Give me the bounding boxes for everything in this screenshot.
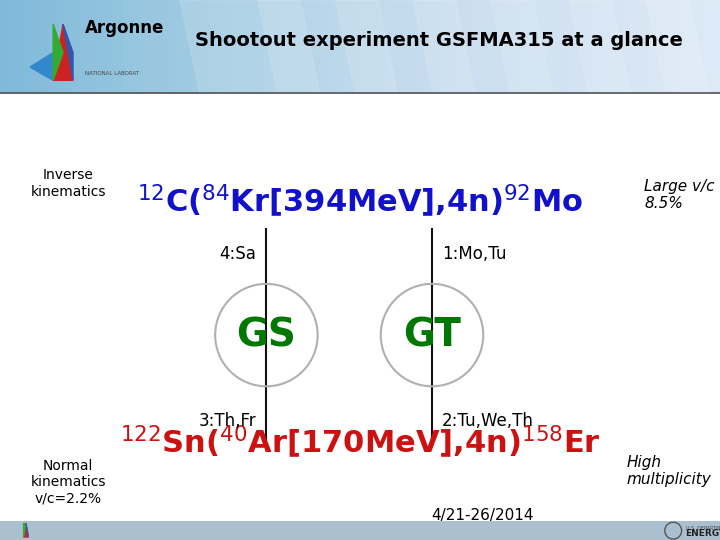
Polygon shape <box>30 52 53 80</box>
Text: Large v/c
8.5%: Large v/c 8.5% <box>644 179 715 211</box>
Text: 1:Mo,Tu: 1:Mo,Tu <box>442 245 506 263</box>
Text: Argonne: Argonne <box>85 19 164 37</box>
Text: U.S. DEPARTMENT OF: U.S. DEPARTMENT OF <box>685 525 720 531</box>
Text: 4/21-26/2014: 4/21-26/2014 <box>431 508 534 523</box>
Polygon shape <box>26 523 28 537</box>
Polygon shape <box>569 0 709 94</box>
Polygon shape <box>24 523 28 537</box>
Text: 3:Th,Fr: 3:Th,Fr <box>199 413 256 430</box>
Text: 2:Tu,We,Th: 2:Tu,We,Th <box>442 413 534 430</box>
Text: GT: GT <box>403 316 461 354</box>
Text: NATIONAL LABORAT: NATIONAL LABORAT <box>85 71 139 76</box>
Polygon shape <box>63 24 73 80</box>
Text: GS: GS <box>236 316 297 354</box>
Text: Inverse
kinematics: Inverse kinematics <box>30 168 106 199</box>
Text: $^{12}$C($^{84}$Kr[394MeV],4n)$^{92}$Mo: $^{12}$C($^{84}$Kr[394MeV],4n)$^{92}$Mo <box>137 183 583 220</box>
Polygon shape <box>180 0 320 94</box>
Polygon shape <box>258 0 397 94</box>
Text: $^{122}$Sn($^{40}$Ar[170MeV],4n)$^{158}$Er: $^{122}$Sn($^{40}$Ar[170MeV],4n)$^{158}$… <box>120 423 600 461</box>
Polygon shape <box>53 24 73 80</box>
Polygon shape <box>53 24 63 80</box>
Polygon shape <box>336 0 475 94</box>
Polygon shape <box>647 0 720 94</box>
Bar <box>0 521 720 540</box>
Text: Normal
kinematics
v/c=2.2%: Normal kinematics v/c=2.2% <box>30 459 106 505</box>
Polygon shape <box>24 523 26 537</box>
Text: Shootout experiment GSFMA315 at a glance: Shootout experiment GSFMA315 at a glance <box>195 31 683 50</box>
Polygon shape <box>491 0 631 94</box>
Text: 4:Sa: 4:Sa <box>220 245 256 263</box>
Polygon shape <box>413 0 554 94</box>
Text: ENERGY: ENERGY <box>685 529 720 538</box>
Text: High
multiplicity: High multiplicity <box>626 455 711 487</box>
